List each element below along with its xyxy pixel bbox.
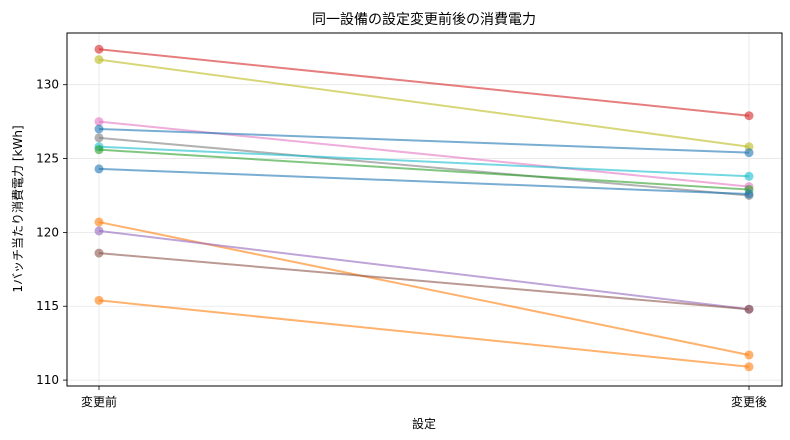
- series-point: [94, 124, 104, 134]
- series-line: [98, 252, 750, 311]
- y-axis-label: 1バッチ当たり消費電力 [kWh]: [10, 125, 25, 292]
- series-layer: [94, 44, 754, 372]
- series-line: [98, 48, 750, 117]
- series-point: [94, 248, 104, 258]
- x-tick-label: 変更後: [731, 394, 767, 409]
- series-3: [94, 117, 754, 192]
- axes: 変更前 変更後 110 115 120 125 130: [36, 78, 767, 409]
- series-11: [94, 248, 754, 314]
- series-line: [98, 148, 750, 191]
- series-point: [94, 226, 104, 236]
- series-12: [94, 295, 754, 372]
- series-point: [744, 362, 754, 372]
- series-point: [94, 55, 104, 65]
- series-2: [94, 55, 754, 152]
- series-line: [98, 136, 750, 197]
- y-tick-label: 110: [36, 373, 59, 387]
- series-point: [744, 304, 754, 314]
- x-tick-label: 変更前: [81, 394, 117, 409]
- series-4: [94, 124, 754, 158]
- series-1: [94, 44, 754, 121]
- series-9: [94, 217, 754, 360]
- series-point: [94, 217, 104, 227]
- series-6: [94, 142, 754, 181]
- series-point: [744, 189, 754, 199]
- y-tick-label: 120: [36, 225, 59, 239]
- series-point: [744, 350, 754, 360]
- grid: [67, 33, 782, 386]
- series-point: [744, 111, 754, 121]
- series-line: [98, 128, 750, 154]
- series-line: [98, 229, 750, 311]
- series-8: [94, 164, 754, 199]
- series-line: [98, 58, 750, 148]
- x-axis-label: 設定: [412, 416, 436, 431]
- y-tick-label: 125: [36, 152, 59, 166]
- series-line: [98, 120, 750, 188]
- series-point: [94, 133, 104, 143]
- series-point: [744, 148, 754, 158]
- plot-frame: [66, 32, 783, 387]
- series-point: [94, 117, 104, 127]
- series-point: [94, 44, 104, 54]
- series-line: [98, 145, 750, 178]
- chart-title: 同一設備の設定変更前後の消費電力: [312, 11, 536, 28]
- series-line: [98, 167, 750, 195]
- y-tick-label: 130: [36, 78, 59, 92]
- series-point: [94, 164, 104, 174]
- series-line: [98, 299, 750, 368]
- y-tick-label: 115: [36, 299, 59, 313]
- series-point: [744, 171, 754, 181]
- series-point: [94, 145, 104, 155]
- series-point: [94, 295, 104, 305]
